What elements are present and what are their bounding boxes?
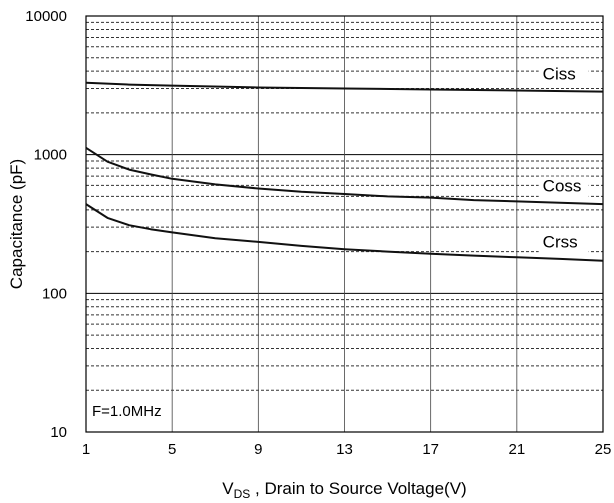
- plot-frame: [85, 15, 604, 433]
- x-axis-title-rest: , Drain to Source Voltage(V): [250, 479, 466, 498]
- series-line-coss: [85, 146, 604, 206]
- grid: [85, 15, 604, 433]
- x-tick-label: 5: [168, 441, 176, 458]
- y-tick-label: 1000: [34, 147, 67, 164]
- x-tick-label: 13: [336, 441, 353, 458]
- x-tick-label: 17: [422, 441, 439, 458]
- y-tick-label: 100: [42, 285, 67, 302]
- series-label-coss: Coss: [543, 176, 582, 195]
- y-tick-label: 10000: [25, 8, 67, 25]
- x-tick-label: 21: [508, 441, 525, 458]
- x-tick-label: 1: [82, 441, 90, 458]
- y-axis-title: Capacitance (pF): [7, 159, 26, 289]
- series-label-bg: [538, 176, 589, 198]
- x-axis-title: VDS , Drain to Source Voltage(V): [222, 479, 466, 501]
- frequency-annotation: F=1.0MHz: [92, 403, 162, 420]
- y-tick-labels: 10 100 1000 10000: [25, 8, 67, 441]
- x-tick-labels: 1 5 9 13 17 21 25: [82, 441, 612, 458]
- x-tick-label: 9: [254, 441, 262, 458]
- series-label-bg: [538, 232, 589, 254]
- series-line-crss: [85, 203, 604, 262]
- x-tick-label: 25: [595, 441, 612, 458]
- series-label-ciss: Ciss: [543, 65, 576, 84]
- y-tick-label: 10: [50, 424, 67, 441]
- series-line-ciss: [85, 81, 604, 93]
- x-axis-title-subscript: DS: [234, 487, 251, 501]
- series-label-crss: Crss: [543, 232, 578, 251]
- x-axis-title-prefix: V: [222, 479, 234, 498]
- series-label-bg: [538, 64, 589, 86]
- series-lines: Ciss Coss Crss: [85, 64, 604, 262]
